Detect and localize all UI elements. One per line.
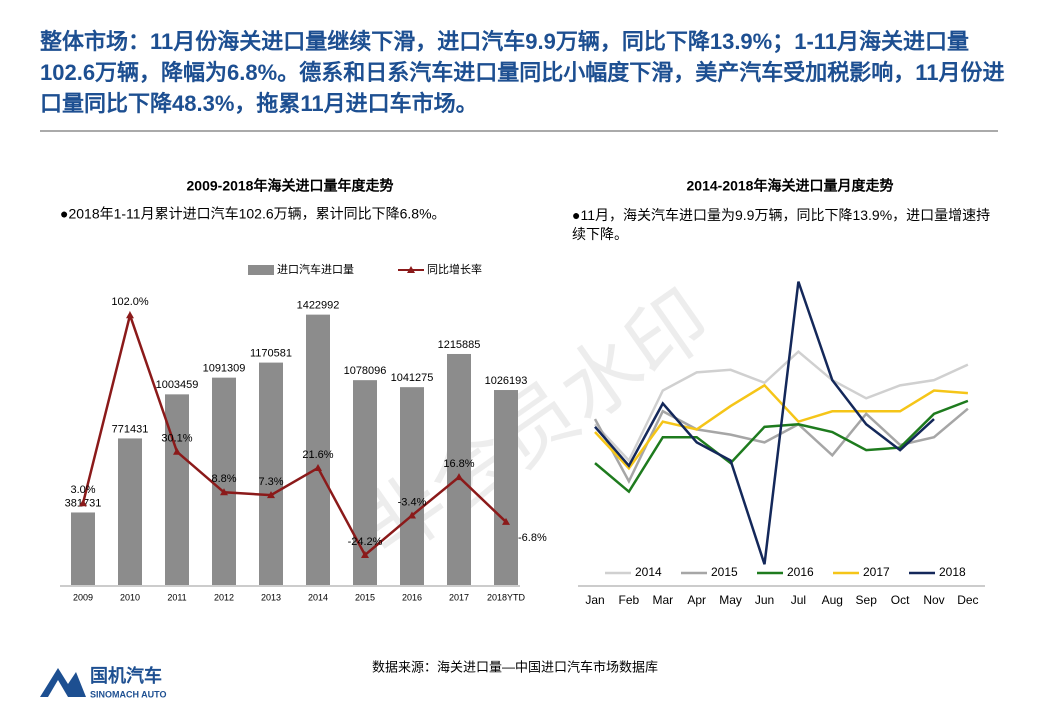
x-tick-label: Jan xyxy=(585,593,604,607)
data-label: 1170581 xyxy=(250,347,292,359)
data-label: 102.0% xyxy=(111,296,149,308)
data-label: 1041275 xyxy=(391,372,434,384)
legend-label: 进口汽车进口量 xyxy=(277,262,354,276)
data-label: 30.1% xyxy=(161,433,192,445)
legend-marker xyxy=(407,266,415,273)
data-label: 1215885 xyxy=(438,339,481,351)
legend-label: 2017 xyxy=(863,565,890,579)
line xyxy=(81,310,507,557)
x-tick-label: Feb xyxy=(619,593,640,607)
data-label: 1078096 xyxy=(344,365,387,377)
x-tick-label: Oct xyxy=(891,593,910,607)
x-tick-label: May xyxy=(719,593,742,607)
line-marker xyxy=(408,511,416,519)
bar xyxy=(353,380,377,585)
data-label: 7.3% xyxy=(258,476,283,488)
x-tick-label: 2013 xyxy=(261,592,281,602)
data-label: -24.2% xyxy=(348,536,383,548)
line-marker xyxy=(126,311,134,319)
x-tick-label: 2014 xyxy=(308,592,328,602)
data-label: -3.4% xyxy=(398,496,427,508)
line-marker xyxy=(173,447,181,455)
data-label: 21.6% xyxy=(302,449,333,461)
x-tick-label: Sep xyxy=(856,593,878,607)
chart-note: ●2018年1-11月累计进口汽车102.6万辆，累计同比下降6.8%。 xyxy=(60,206,446,222)
line-marker xyxy=(220,488,228,496)
data-label: 1003459 xyxy=(156,379,199,391)
bar xyxy=(71,512,95,585)
line-marker xyxy=(79,499,87,507)
data-label: 1422992 xyxy=(297,300,340,312)
x-tick-label: 2018YTD xyxy=(487,592,526,602)
legend-label: 2016 xyxy=(787,565,814,579)
legend-label: 2014 xyxy=(635,565,662,579)
bar xyxy=(212,377,236,585)
line-marker xyxy=(455,473,463,481)
chart-title: 2009-2018年海关进口量年度走势 xyxy=(187,178,394,194)
data-label: 16.8% xyxy=(443,458,474,470)
bar xyxy=(494,390,518,585)
page-title: 整体市场：11月份海关进口量继续下滑，进口汽车9.9万辆，同比下降13.9%；1… xyxy=(40,29,1005,116)
x-tick-label: Nov xyxy=(923,593,944,607)
line-marker xyxy=(267,491,275,499)
line xyxy=(594,349,969,463)
data-label: 771431 xyxy=(112,423,149,435)
x-tick-label: 2015 xyxy=(355,592,375,602)
bar xyxy=(400,387,424,585)
bar xyxy=(165,394,189,585)
x-tick-label: Aug xyxy=(822,593,843,607)
line-marker xyxy=(502,517,510,525)
x-tick-label: Dec xyxy=(957,593,978,607)
source: 数据来源：海关进口量—中国进口汽车市场数据库 xyxy=(372,659,658,674)
bar xyxy=(118,438,142,585)
data-label: 8.8% xyxy=(211,473,236,485)
x-tick-label: Jun xyxy=(755,593,774,607)
x-tick-label: Jul xyxy=(791,593,806,607)
chart-note: ●11月，海关汽车进口量为9.9万辆，同比下降13.9%，进口量增速持续下降。 xyxy=(572,207,991,242)
legend-label: 2015 xyxy=(711,565,738,579)
line-marker xyxy=(314,463,322,471)
logo-icon xyxy=(40,668,86,697)
line-marker xyxy=(361,550,369,558)
bar xyxy=(306,314,330,585)
x-tick-label: 2011 xyxy=(167,592,186,602)
data-label: -6.8% xyxy=(518,532,547,544)
logo-subtitle: SINOMACH AUTO xyxy=(90,689,167,699)
bar xyxy=(447,353,471,585)
legend-swatch xyxy=(248,265,274,275)
logo-icon xyxy=(48,680,68,697)
x-tick-label: 2009 xyxy=(73,592,93,602)
legend-label: 同比增长率 xyxy=(427,262,482,276)
line xyxy=(594,383,968,471)
data-label: 3.0% xyxy=(70,484,95,496)
x-tick-label: Apr xyxy=(687,593,706,607)
x-tick-label: 2017 xyxy=(449,592,469,602)
legend-label: 2018 xyxy=(939,565,966,579)
line xyxy=(594,281,935,565)
x-tick-label: 2016 xyxy=(402,592,422,602)
chart-title: 2014-2018年海关进口量月度走势 xyxy=(687,178,894,194)
data-label: 1091309 xyxy=(203,363,246,375)
x-tick-label: Mar xyxy=(652,593,673,607)
bar xyxy=(259,362,283,585)
logo-name: 国机汽车 xyxy=(90,665,162,686)
x-tick-label: 2010 xyxy=(120,592,140,602)
x-tick-label: 2012 xyxy=(214,592,234,602)
data-label: 1026193 xyxy=(485,375,528,387)
